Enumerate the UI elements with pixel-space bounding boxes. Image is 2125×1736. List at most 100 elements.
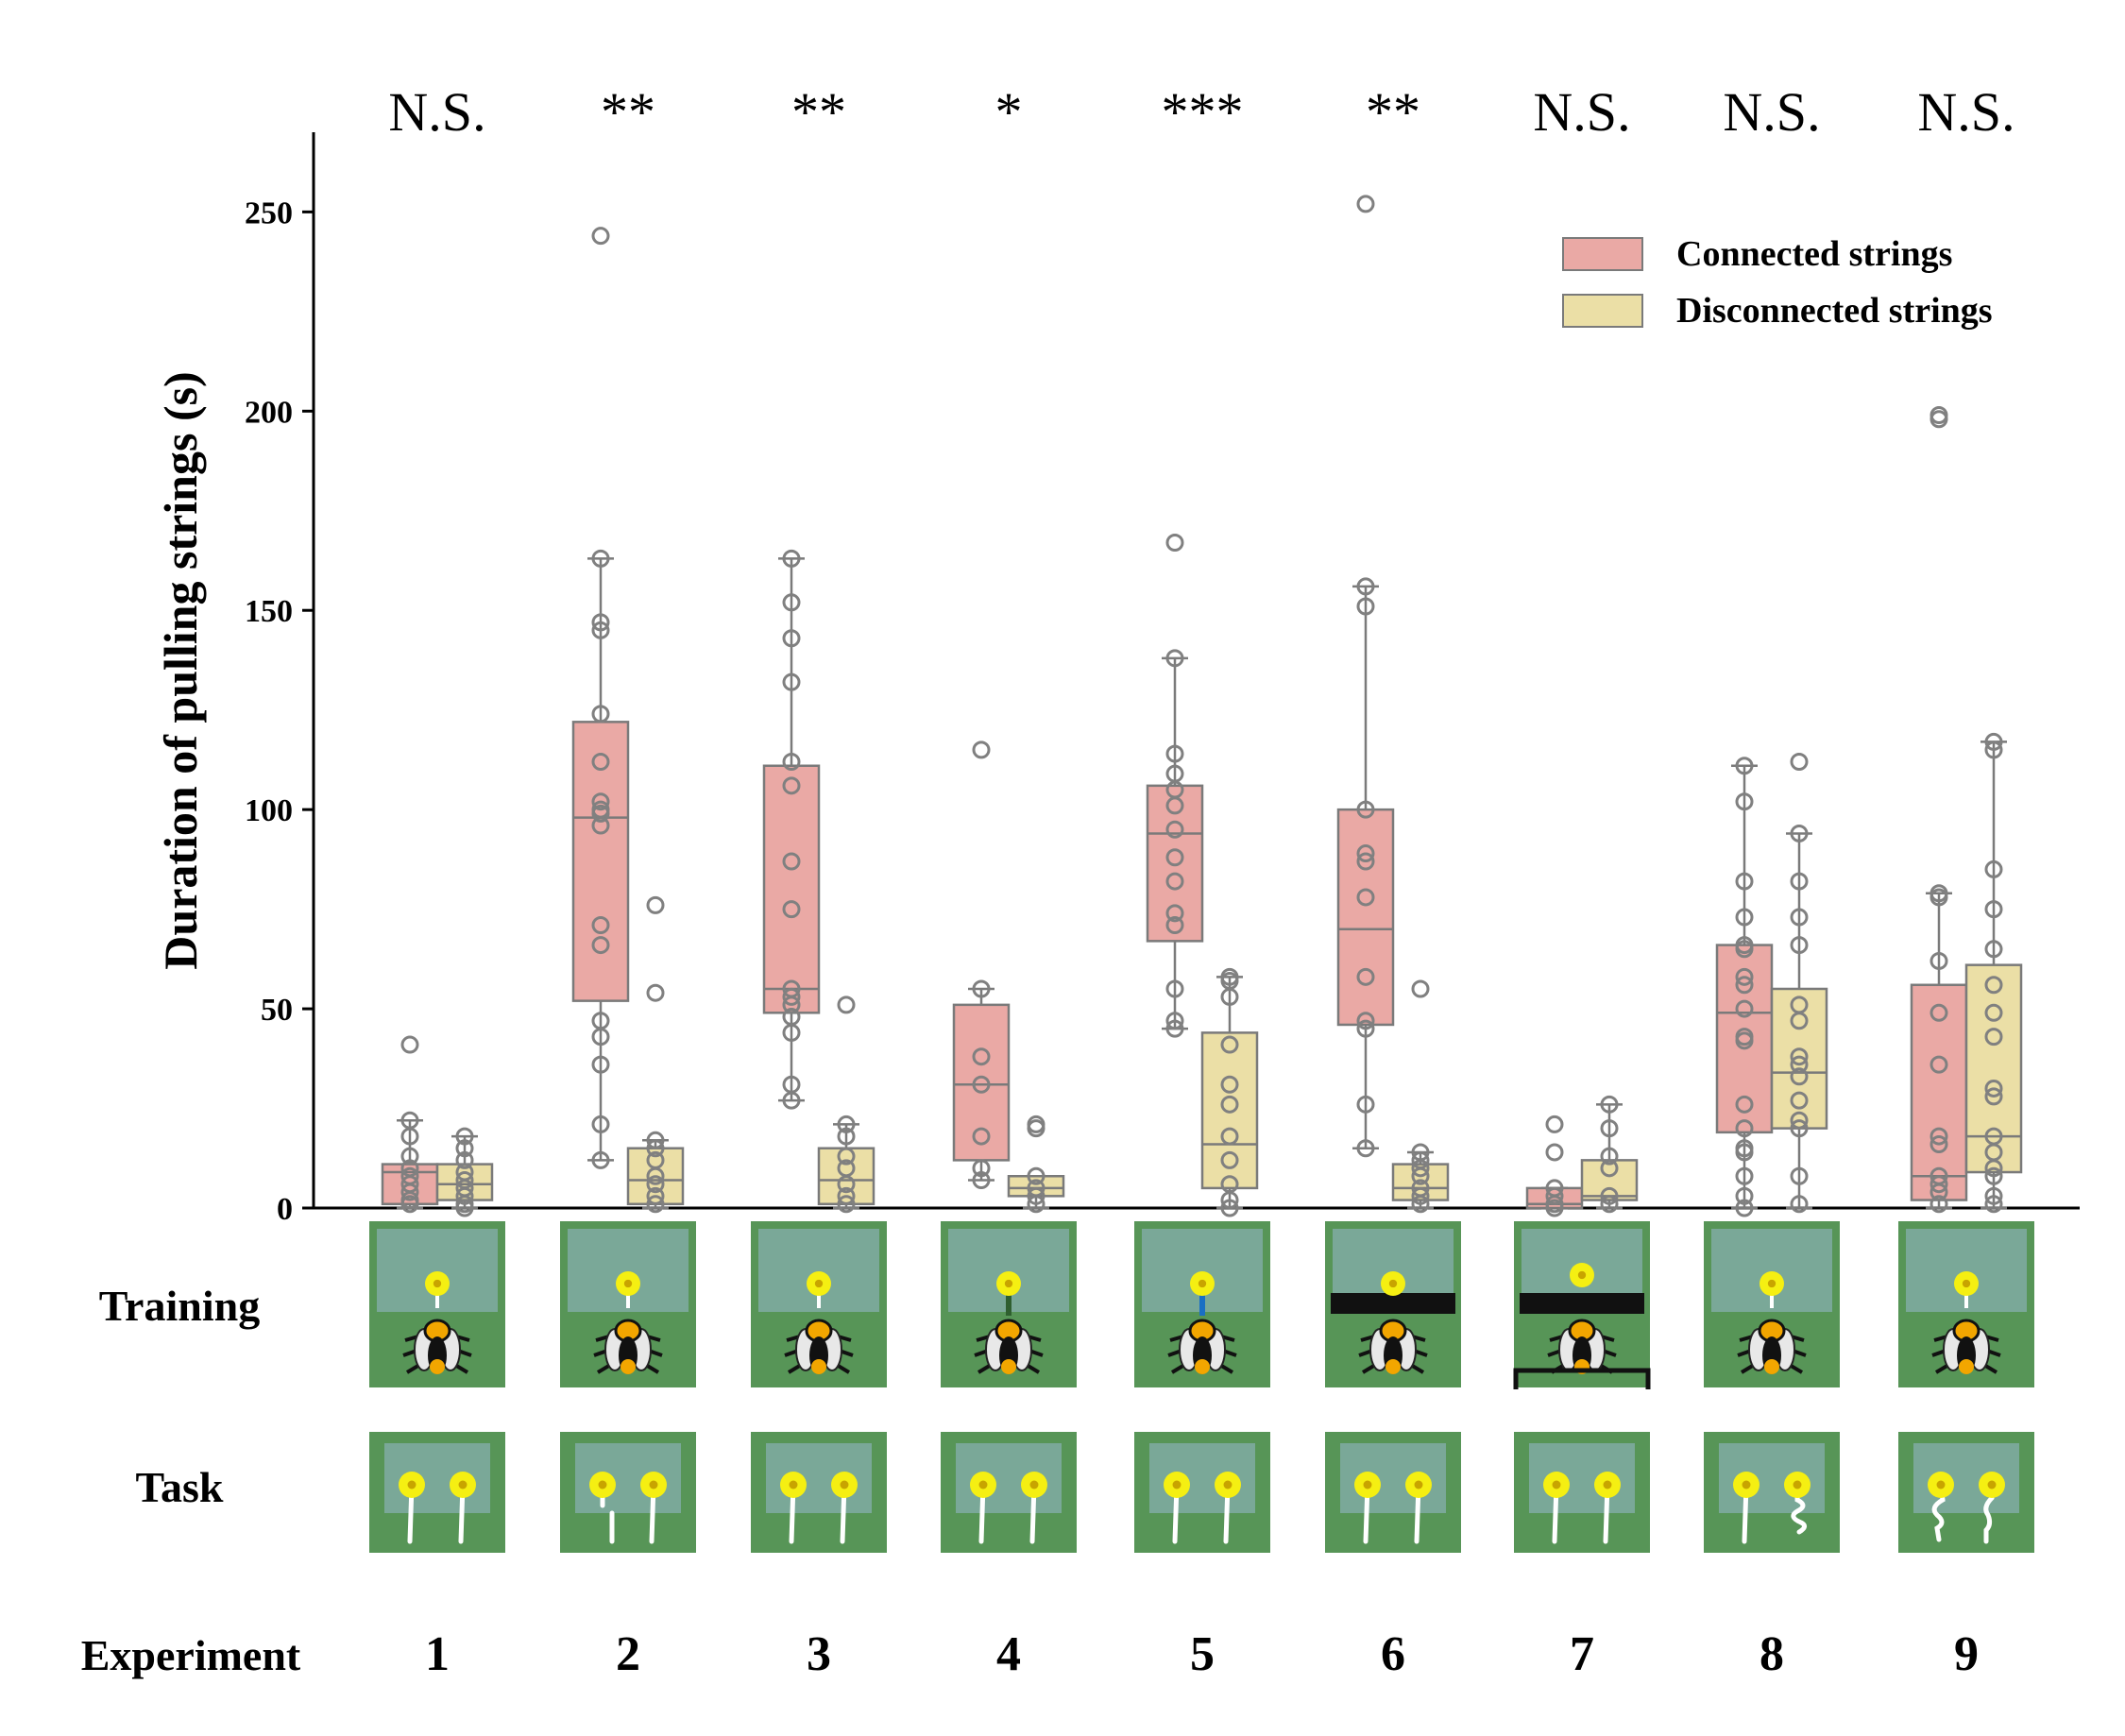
point-connected bbox=[1930, 951, 1948, 970]
point-connected bbox=[400, 1183, 419, 1201]
point-connected bbox=[591, 753, 610, 772]
flower-center bbox=[407, 1480, 416, 1489]
point-disconnected bbox=[1600, 1195, 1619, 1214]
point-disconnected bbox=[646, 1195, 665, 1214]
point-connected bbox=[1356, 1019, 1375, 1038]
task-panel-exp4 bbox=[941, 1432, 1077, 1553]
point-connected bbox=[1735, 967, 1754, 986]
point-connected bbox=[1735, 792, 1754, 811]
box-iqr bbox=[1200, 1031, 1259, 1190]
bee-tail bbox=[1959, 1359, 1974, 1374]
point-connected bbox=[972, 1159, 991, 1178]
point-connected bbox=[591, 915, 610, 934]
point-disconnected bbox=[646, 895, 665, 914]
point-connected bbox=[1356, 852, 1375, 871]
flower-center bbox=[1552, 1480, 1561, 1489]
panel-inner-area bbox=[1340, 1443, 1446, 1513]
experiment-number: 8 bbox=[1760, 1627, 1784, 1681]
panel-inner-area bbox=[956, 1443, 1062, 1513]
point-connected bbox=[591, 1055, 610, 1074]
point-connected bbox=[400, 1035, 419, 1054]
point-connected bbox=[1356, 1095, 1375, 1114]
bee-tail bbox=[430, 1359, 445, 1374]
flower-center bbox=[458, 1480, 468, 1489]
point-connected bbox=[591, 816, 610, 835]
point-connected bbox=[1165, 744, 1184, 763]
point-connected bbox=[1930, 410, 1948, 429]
point-disconnected bbox=[455, 1127, 474, 1146]
point-connected bbox=[1735, 1143, 1754, 1162]
point-connected bbox=[1165, 979, 1184, 998]
significance-label: ** bbox=[601, 81, 655, 143]
point-disconnected bbox=[1600, 1095, 1619, 1114]
point-connected bbox=[1735, 1095, 1754, 1114]
y-tick-label: 0 bbox=[277, 1192, 293, 1227]
task-panel-exp2 bbox=[560, 1432, 696, 1553]
box-iqr bbox=[1715, 944, 1774, 1134]
bee-icon bbox=[402, 1319, 472, 1374]
experiment-number: 3 bbox=[807, 1627, 831, 1681]
panel-inner-area bbox=[1149, 1443, 1255, 1513]
panel-inner-area bbox=[766, 1443, 872, 1513]
point-disconnected bbox=[1411, 1186, 1430, 1205]
panel-inner-area bbox=[575, 1443, 681, 1513]
point-connected bbox=[1735, 1031, 1754, 1050]
point-disconnected bbox=[1984, 1166, 2003, 1185]
point-connected bbox=[591, 804, 610, 823]
y-tick-label: 200 bbox=[245, 395, 293, 430]
point-disconnected bbox=[1984, 940, 2003, 959]
point-disconnected bbox=[837, 996, 856, 1014]
flower-center bbox=[1363, 1480, 1372, 1489]
y-tick-label: 50 bbox=[261, 993, 293, 1028]
point-disconnected bbox=[1600, 1147, 1619, 1166]
point-connected bbox=[1930, 1195, 1948, 1214]
point-disconnected bbox=[1984, 1028, 2003, 1047]
flower-center bbox=[814, 1279, 824, 1288]
point-disconnected bbox=[1790, 824, 1809, 842]
point-disconnected bbox=[837, 1115, 856, 1133]
point-connected bbox=[1735, 872, 1754, 891]
flower-center bbox=[1767, 1279, 1776, 1288]
point-disconnected bbox=[1984, 1079, 2003, 1098]
string bbox=[1791, 1482, 1807, 1535]
point-connected bbox=[972, 1075, 991, 1094]
point-disconnected bbox=[1790, 1067, 1809, 1086]
point-connected bbox=[1735, 1199, 1754, 1217]
flower-center bbox=[1198, 1279, 1207, 1288]
point-connected bbox=[1356, 577, 1375, 596]
point-disconnected bbox=[1027, 1195, 1046, 1214]
point-disconnected bbox=[1790, 936, 1809, 955]
training-panel-exp1 bbox=[369, 1221, 505, 1387]
task-panel-exp1 bbox=[369, 1432, 505, 1553]
point-connected bbox=[591, 792, 610, 811]
box-connected-exp9 bbox=[1910, 892, 1968, 1210]
flower-center bbox=[649, 1480, 658, 1489]
point-disconnected bbox=[1411, 1195, 1430, 1214]
point-connected bbox=[1930, 1183, 1948, 1201]
condition-illustrations bbox=[369, 1221, 2034, 1553]
point-disconnected bbox=[1790, 1119, 1809, 1138]
frame-border bbox=[1513, 1368, 1651, 1389]
point-connected bbox=[1165, 872, 1184, 891]
barrier-bar bbox=[1520, 1293, 1644, 1314]
point-disconnected bbox=[1984, 1186, 2003, 1205]
point-disconnected bbox=[1984, 1087, 2003, 1106]
point-disconnected bbox=[837, 1195, 856, 1214]
y-tick-label: 250 bbox=[245, 196, 293, 230]
training-panel-exp2 bbox=[560, 1221, 696, 1387]
point-connected bbox=[1165, 534, 1184, 553]
point-connected bbox=[1545, 1186, 1564, 1205]
point-connected bbox=[591, 621, 610, 639]
bee-icon bbox=[1167, 1319, 1237, 1374]
box-iqr bbox=[571, 721, 630, 1002]
point-connected bbox=[782, 852, 801, 871]
significance-labels: N.S. 1 ** 2 ** 3 * 4 *** 5 ** 6 N.S. 7 N.S. 8 N.S. 9 bbox=[388, 81, 2014, 1681]
significance-label: N.S. bbox=[1723, 81, 1820, 143]
flower-center bbox=[1577, 1270, 1587, 1280]
point-disconnected bbox=[1790, 1111, 1809, 1130]
bee-tail bbox=[811, 1359, 826, 1374]
point-connected bbox=[1356, 800, 1375, 819]
task-panel-exp7 bbox=[1514, 1432, 1650, 1553]
y-tick-label: 100 bbox=[245, 793, 293, 828]
point-disconnected bbox=[646, 1186, 665, 1205]
